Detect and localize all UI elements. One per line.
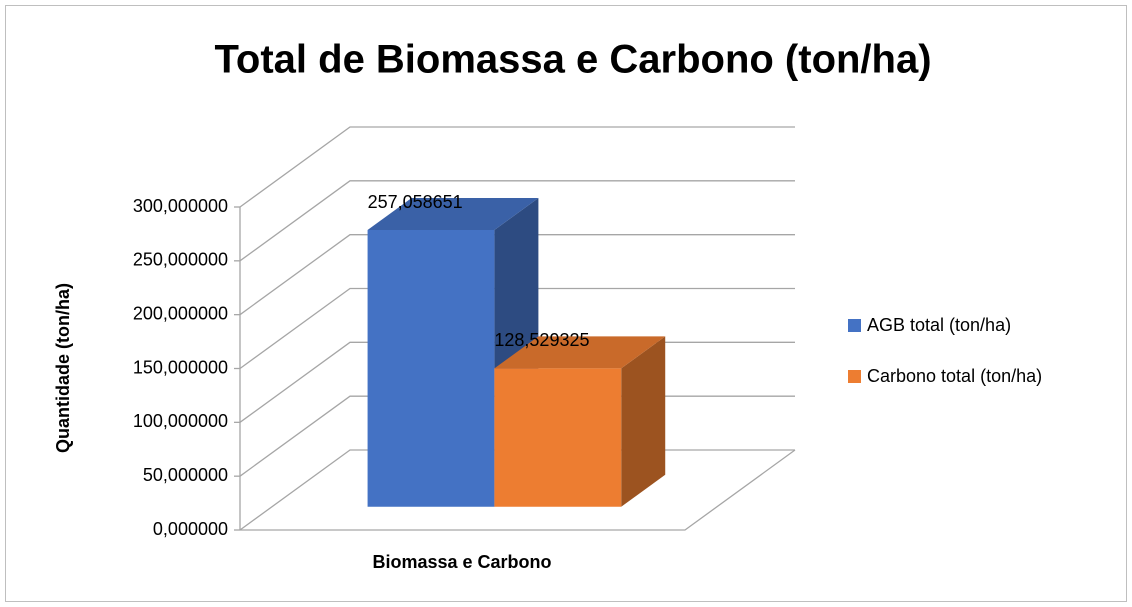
y-tick-label: 250,000000 (133, 250, 228, 270)
grid-line (239, 126, 795, 208)
y-tick-label: 200,000000 (133, 303, 228, 323)
grid-line (239, 234, 795, 316)
y-tick-label: 0,000000 (153, 519, 228, 539)
legend-label: Carbono total (ton/ha) (867, 366, 1042, 386)
legend-label: AGB total (ton/ha) (867, 315, 1011, 335)
y-tick-label: 300,000000 (133, 196, 228, 216)
bar-side (621, 336, 666, 507)
data-label: 257,058651 (368, 192, 463, 212)
y-tick-label: 150,000000 (133, 357, 228, 377)
legend-swatch (848, 370, 861, 383)
bar (367, 230, 495, 507)
bar-top (367, 198, 539, 231)
x-axis-label: Biomassa e Carbono (372, 552, 551, 572)
bar (494, 368, 622, 507)
grid-line (239, 180, 795, 262)
y-tick-label: 100,000000 (133, 411, 228, 431)
legend-swatch (848, 319, 861, 332)
data-label: 128,529325 (494, 330, 589, 350)
y-axis-label: Quantidade (ton/ha) (53, 283, 73, 453)
chart-title: Total de Biomassa e Carbono (ton/ha) (214, 38, 931, 82)
grid-line (239, 287, 795, 370)
floor (240, 449, 796, 531)
bar-top (494, 336, 666, 369)
y-tick-label: 50,000000 (143, 465, 228, 485)
